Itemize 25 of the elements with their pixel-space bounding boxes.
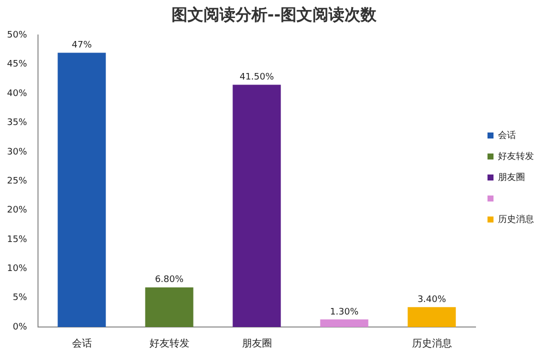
x-tick-label: 会话 [72,338,92,350]
data-label: 3.40% [417,295,446,305]
y-tick-label: 35% [6,118,28,128]
chart-title: 图文阅读分析--图文阅读次数 [171,4,378,24]
data-label: 41.50% [240,72,274,83]
data-label: 6.80% [154,275,184,286]
y-tick-label: 10% [6,264,28,274]
legend-label: 会话 [498,130,516,141]
legend-label: 历史消息 [498,214,534,225]
x-tick-label: 好友转发 [149,338,190,350]
data-label: 47% [72,40,92,51]
y-tick-label: 5% [12,293,28,304]
legend-label: 好友转发 [498,150,534,162]
y-tick-label: 0% [12,322,28,332]
y-tick-label: 20% [6,206,28,216]
x-tick-label: 朋友圈 [242,338,272,350]
y-tick-label: 45% [6,60,28,70]
y-tick-label: 50% [6,30,28,41]
y-tick-label: 40% [6,88,28,99]
y-tick-label: 15% [6,234,28,245]
x-tick-label: 历史消息 [412,338,452,350]
y-tick-label: 25% [6,176,28,186]
legend-label: 朋友圈 [498,172,525,183]
y-tick-label: 30% [6,147,28,158]
data-label: 1.30% [330,307,359,318]
